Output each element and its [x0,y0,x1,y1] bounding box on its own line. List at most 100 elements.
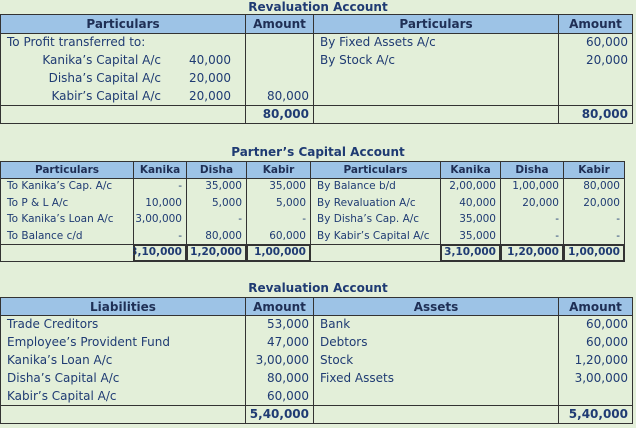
total-box [564,245,624,261]
cell: Kabir’s Capital A/c [7,389,117,403]
cell: 53,000 [267,317,309,331]
border [632,33,633,123]
cell: - [238,213,242,226]
border [313,315,314,423]
border [0,423,633,424]
total-cell: 1,00,000 [254,246,306,259]
header-cell: Particulars [313,14,559,34]
cell: Kanika’s Capital A/c [42,53,161,67]
cell: 35,000 [205,180,242,193]
title: Revaluation Account [248,281,388,295]
cell: 35,000 [459,229,496,242]
total-box [134,245,186,261]
total-cell: 1,20,000 [507,246,559,259]
cell: - [555,213,559,226]
border [563,178,564,261]
cell: 3,00,000 [574,371,628,385]
total-cell: 1,20,000 [190,246,242,259]
border [0,405,633,406]
total-cell: 3,10,000 [133,246,182,259]
cell: To Kanika’s Cap. A/c [7,180,113,193]
border [310,178,311,261]
cell: By Kabir’s Capital A/c [317,229,430,242]
border [0,315,1,423]
border [133,178,134,261]
cell: Employee’s Provident Fund [7,335,170,349]
cell: 40,000 [459,196,496,209]
header-cell: Kabir [563,161,625,179]
cell: 60,000 [586,35,628,49]
cell: - [616,213,620,226]
cell: 1,20,000 [574,353,628,367]
cell: 60,000 [586,335,628,349]
total-cell: 5,40,000 [249,407,309,421]
cell: Kabir’s Capital A/c [51,89,161,103]
cell: By Stock A/c [320,53,396,67]
border [246,178,247,261]
cell: 20,000 [522,196,559,209]
cell: 2,00,000 [449,180,496,193]
total-cell: 80,000 [581,107,628,121]
border [245,315,246,423]
header-cell: Disha [500,161,564,179]
border [186,178,187,261]
cell: 20,000 [586,53,628,67]
cell: 80,000 [583,180,620,193]
cell: - [178,180,182,193]
cell: 5,000 [275,196,306,209]
total-box [501,245,563,261]
cell: 10,000 [145,196,182,209]
cell: Disha’s Capital A/c [7,371,120,385]
cell: 80,000 [267,89,309,103]
header-cell: Amount [245,297,314,316]
header-cell: Liabilities [0,297,246,316]
border [624,178,625,261]
cell: - [555,229,559,242]
cell: 80,000 [205,229,242,242]
cell: - [178,229,182,242]
cell: - [616,229,620,242]
cell: 5,000 [211,196,242,209]
cell: To Balance c/d [7,229,83,242]
total-cell: 3,10,000 [444,246,496,259]
cell: 80,000 [267,371,309,385]
cell: Trade Creditors [7,317,99,331]
border [0,123,633,124]
border [500,178,501,261]
cell: Kanika’s Loan A/c [7,353,113,367]
border [558,33,559,123]
cell: 3,00,000 [255,353,309,367]
header-cell: Assets [313,297,559,316]
cell: Debtors [320,335,368,349]
title: Revaluation Account [248,0,388,14]
total-box [441,245,500,261]
header-cell: Amount [558,14,633,34]
title: Partner’s Capital Account [231,145,405,159]
cell: By Disha’s Cap. A/c [317,213,420,226]
cell: 35,000 [459,213,496,226]
header-cell: Particulars [0,161,134,179]
header-cell: Particulars [0,14,246,34]
cell: Fixed Assets [320,371,394,385]
header-cell: Amount [245,14,314,34]
border [0,178,1,261]
total-box [187,245,246,261]
border [558,315,559,423]
border [0,260,625,262]
border [313,33,314,123]
cell: 47,000 [267,335,309,349]
cell: Bank [320,317,351,331]
cell: 3,00,000 [135,213,182,226]
header-cell: Particulars [310,161,441,179]
cell: 20,000 [189,71,231,85]
header-cell: Kanika [133,161,187,179]
header-cell: Amount [558,297,633,316]
cell: To P & L A/c [7,196,69,209]
cell: 60,000 [269,229,306,242]
cell: To Kanika’s Loan A/c [7,213,114,226]
border [245,33,246,123]
border [632,315,633,423]
total-cell: 80,000 [262,107,309,121]
header-cell: Kanika [440,161,501,179]
